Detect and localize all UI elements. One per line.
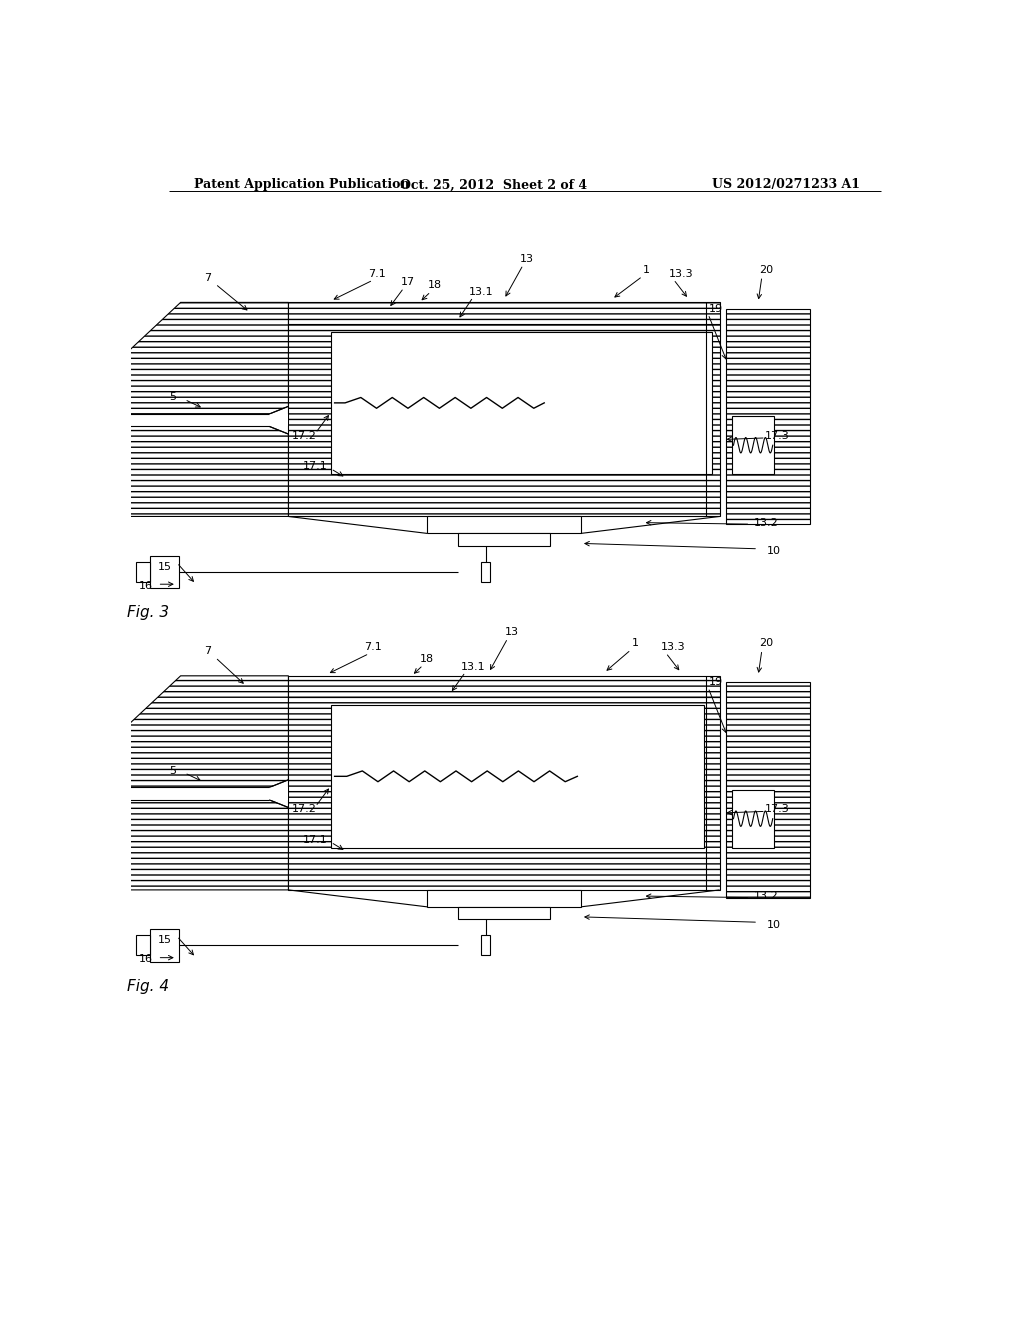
Text: 7.1: 7.1 [365,643,382,652]
Text: 16: 16 [139,581,153,591]
Polygon shape [73,676,289,788]
Bar [289,697,720,890]
Text: 20: 20 [759,265,773,275]
Bar [73,788,289,800]
Text: 15: 15 [159,561,172,572]
Text: 19: 19 [709,304,723,314]
Text: 10: 10 [767,546,780,556]
Polygon shape [73,426,289,516]
Bar [481,936,490,956]
Bar [136,936,150,956]
Text: 13.2: 13.2 [754,891,778,902]
Bar [136,562,150,582]
Text: 1: 1 [643,265,650,275]
Text: 7: 7 [204,647,211,656]
Text: 13.3: 13.3 [669,269,693,279]
Text: 5: 5 [169,766,176,776]
Bar [458,533,550,545]
Text: 1: 1 [632,639,638,648]
Bar [726,309,810,524]
Text: Oct. 25, 2012  Sheet 2 of 4: Oct. 25, 2012 Sheet 2 of 4 [400,178,587,191]
Text: 17: 17 [400,277,415,286]
Text: 17.3: 17.3 [765,430,790,441]
Text: 13.1: 13.1 [469,286,494,297]
Text: 10: 10 [767,920,780,929]
Bar [458,907,550,919]
Text: 18: 18 [420,653,434,664]
Text: 17.1: 17.1 [303,834,328,845]
Text: 19: 19 [709,677,723,686]
Text: 7.1: 7.1 [368,269,386,279]
Text: 5: 5 [169,392,176,403]
Polygon shape [73,800,289,890]
Text: 17.2: 17.2 [292,804,316,814]
Text: 17.3: 17.3 [765,804,790,814]
Text: 13: 13 [520,253,535,264]
Text: 17.1: 17.1 [303,462,328,471]
Bar [331,331,712,474]
Text: 13.3: 13.3 [662,643,686,652]
Text: Patent Application Publication: Patent Application Publication [194,178,410,191]
Bar [331,705,705,847]
Bar [289,323,720,516]
Text: 13.1: 13.1 [461,661,485,672]
Bar [732,416,774,474]
Text: 15: 15 [159,935,172,945]
Text: 13.2: 13.2 [754,517,778,528]
Bar [427,890,581,907]
Text: Fig. 4: Fig. 4 [127,978,169,994]
Text: 18: 18 [428,280,441,290]
Text: 13: 13 [505,627,519,638]
Bar [732,789,774,847]
Text: 17.2: 17.2 [292,430,316,441]
Bar [481,562,490,582]
Bar [726,682,810,898]
Bar [150,556,179,589]
Bar [427,516,581,533]
Bar [150,929,179,961]
Bar [289,302,720,323]
Bar [289,676,720,697]
Polygon shape [73,302,289,414]
Text: 7: 7 [204,273,211,282]
Bar [73,414,289,426]
Text: US 2012/0271233 A1: US 2012/0271233 A1 [712,178,860,191]
Text: 16: 16 [139,954,153,964]
Text: Fig. 3: Fig. 3 [127,605,169,620]
Text: 20: 20 [759,639,773,648]
